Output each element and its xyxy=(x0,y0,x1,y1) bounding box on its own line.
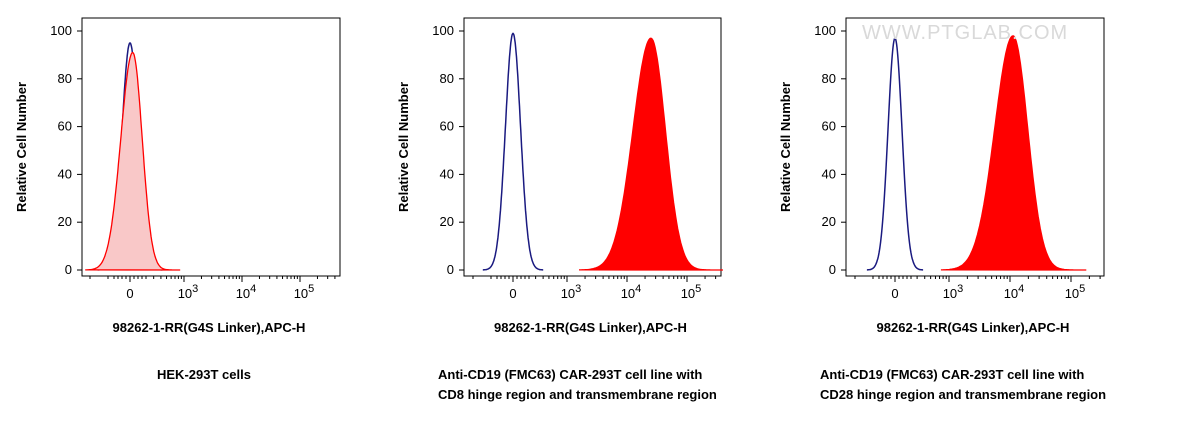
sample-histogram xyxy=(940,35,1087,271)
x-tick-label: 103 xyxy=(943,283,964,301)
y-tick-label: 80 xyxy=(440,71,454,86)
y-tick-label: 40 xyxy=(58,166,72,181)
x-axis-label: 98262-1-RR(G4S Linker),APC-H xyxy=(113,320,306,335)
x-tick-label: 105 xyxy=(294,283,315,301)
x-tick-label: 103 xyxy=(178,283,199,301)
watermark: WWW.PTGLAB.COM xyxy=(862,22,1068,44)
y-tick-label: 60 xyxy=(58,119,72,134)
isotype-histogram xyxy=(866,37,924,271)
plot-frame xyxy=(845,17,1105,277)
panel-caption: HEK-293T cells xyxy=(157,367,251,382)
x-tick-label: 104 xyxy=(236,283,257,301)
histogram-panel-1: 0 20 40 60 80 100 0 103 104 105 Relative Cell Numb… xyxy=(14,17,341,382)
panel-caption: CD8 hinge region and transmembrane regio… xyxy=(438,387,717,402)
y-axis-label: Relative Cell Number xyxy=(14,82,29,212)
x-tick-label: 105 xyxy=(1065,283,1086,301)
x-axis-label: 98262-1-RR(G4S Linker),APC-H xyxy=(877,320,1070,335)
y-tick-label: 80 xyxy=(58,71,72,86)
y-tick-label: 0 xyxy=(65,262,72,277)
x-tick-label: 104 xyxy=(1004,283,1025,301)
histogram-panel-3: 0 20 40 60 80 100 0 103 104 105 Relative Cell Numb… xyxy=(778,17,1106,402)
y-tick-label: 40 xyxy=(440,166,454,181)
panel-caption: Anti-CD19 (FMC63) CAR-293T cell line wit… xyxy=(820,367,1084,382)
x-tick-label: 104 xyxy=(621,283,642,301)
panel-caption: Anti-CD19 (FMC63) CAR-293T cell line wit… xyxy=(438,367,702,382)
y-tick-label: 100 xyxy=(50,23,72,38)
y-tick-label: 20 xyxy=(58,214,72,229)
y-tick-label: 60 xyxy=(440,119,454,134)
sample-histogram xyxy=(578,37,724,271)
y-tick-label: 80 xyxy=(822,71,836,86)
sample-histogram xyxy=(85,51,181,271)
y-tick-label: 20 xyxy=(822,214,836,229)
y-tick-label: 100 xyxy=(432,23,454,38)
y-tick-label: 20 xyxy=(440,214,454,229)
plot-frame xyxy=(463,17,722,277)
y-tick-label: 40 xyxy=(822,166,836,181)
y-tick-label: 60 xyxy=(822,119,836,134)
x-tick-label: 0 xyxy=(891,286,898,301)
histogram-panel-2: 0 20 40 60 80 100 0 103 104 105 Relative Cell Numb… xyxy=(396,17,724,402)
x-tick-label: 103 xyxy=(561,283,582,301)
plot-frame xyxy=(81,17,341,277)
x-tick-label: 105 xyxy=(681,283,702,301)
x-axis-label: 98262-1-RR(G4S Linker),APC-H xyxy=(494,320,687,335)
x-tick-label: 0 xyxy=(509,286,516,301)
x-tick-label: 0 xyxy=(126,286,133,301)
y-axis-label: Relative Cell Number xyxy=(778,82,793,212)
y-axis-label: Relative Cell Number xyxy=(396,82,411,212)
y-tick-label: 0 xyxy=(447,262,454,277)
panel-caption: CD28 hinge region and transmembrane regi… xyxy=(820,387,1106,402)
y-tick-label: 0 xyxy=(829,262,836,277)
isotype-histogram xyxy=(482,32,544,271)
y-tick-label: 100 xyxy=(814,23,836,38)
